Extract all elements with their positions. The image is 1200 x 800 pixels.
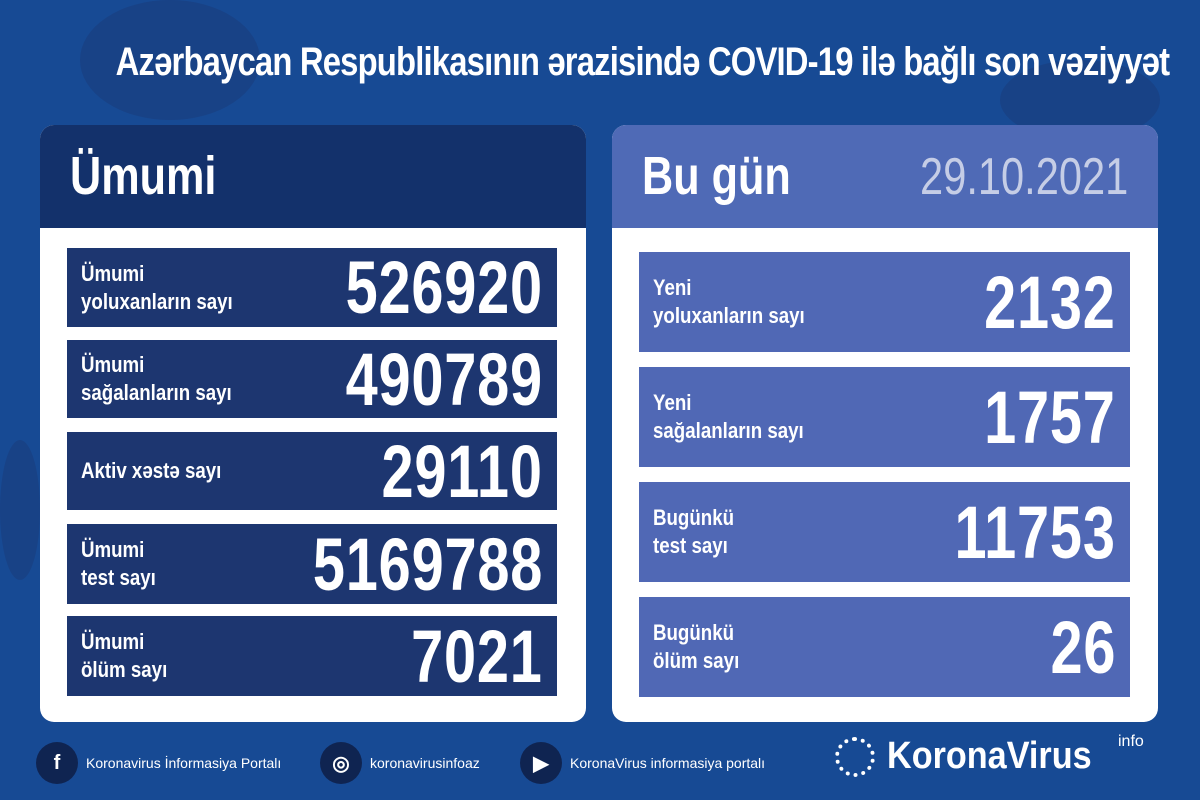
instagram-link[interactable]: ◎ koronavirusinfoaz — [320, 738, 480, 788]
instagram-icon: ◎ — [320, 742, 362, 784]
virus-sun-icon — [835, 736, 875, 777]
stat-row: Yeni sağalanların sayı 1757 — [639, 367, 1130, 467]
stat-label: Bugünkü test sayı — [653, 505, 735, 558]
total-heading: Ümumi — [70, 146, 217, 206]
facebook-link[interactable]: f Koronavirus İnformasiya Portalı — [36, 738, 281, 788]
facebook-link-text[interactable]: Koronavirus İnformasiya Portalı — [86, 755, 282, 771]
stat-label: Ümumi yoluxanların sayı — [81, 260, 233, 314]
stat-value: 526920 — [345, 246, 543, 329]
stat-label: Yeni sağalanların sayı — [653, 390, 804, 443]
brand-name: KoronaVirus — [887, 735, 1092, 777]
stat-value: 5169788 — [312, 522, 543, 606]
page-title: Azərbaycan Respublikasının ərazisində CO… — [115, 40, 1170, 84]
stat-label: Ümumi sağalanların sayı — [81, 352, 232, 405]
stat-row: Bugünkü ölüm sayı 26 — [639, 597, 1130, 697]
stat-value: 26 — [1050, 605, 1116, 689]
today-header: Bu gün 29.10.2021 — [612, 125, 1158, 228]
stat-label: Ümumi ölüm sayı — [81, 629, 168, 682]
stat-value: 11753 — [954, 490, 1116, 574]
today-date: 29.10.2021 — [919, 148, 1128, 206]
brand-logo: KoronaVirus info — [835, 733, 1144, 778]
today-card: Bu gün 29.10.2021 Yeni yoluxanların sayı 2… — [612, 125, 1158, 722]
stat-row: Yeni yoluxanların sayı 2132 — [639, 252, 1130, 352]
stat-label: Ümumi test sayı — [81, 537, 156, 590]
youtube-icon: ▶ — [520, 742, 562, 784]
stat-row: Bugünkü test sayı 11753 — [639, 482, 1130, 582]
stat-row: Ümumi ölüm sayı 7021 — [67, 614, 557, 698]
stat-value: 1757 — [984, 375, 1116, 459]
stat-row: Ümumi sağalanların sayı 490789 — [67, 338, 557, 421]
today-heading: Bu gün — [642, 146, 791, 206]
youtube-link[interactable]: ▶ KoronaVirus informasiya portalı — [520, 738, 765, 788]
instagram-link-text[interactable]: koronavirusinfoaz — [370, 755, 480, 771]
stat-row: Ümumi test sayı 5169788 — [67, 522, 557, 606]
stat-row: Aktiv xəstə sayı 29110 — [67, 430, 557, 513]
stat-label: Aktiv xəstə sayı — [81, 458, 222, 483]
stat-value: 29110 — [381, 429, 543, 513]
youtube-link-text[interactable]: KoronaVirus informasiya portalı — [570, 755, 766, 771]
virus-decoration — [80, 0, 260, 120]
stat-value: 7021 — [411, 614, 543, 698]
stat-row: Ümumi yoluxanların sayı 526920 — [67, 246, 557, 329]
total-header: Ümumi — [40, 125, 586, 228]
total-card: Ümumi Ümumi yoluxanların sayı 526920 Ümum… — [40, 125, 586, 722]
stat-label: Bugünkü ölüm sayı — [653, 620, 740, 673]
virus-decoration — [0, 440, 40, 580]
stat-label: Yeni yoluxanların sayı — [653, 275, 805, 328]
brand-sup: info — [1118, 733, 1144, 750]
facebook-icon: f — [36, 742, 78, 784]
stat-value: 490789 — [345, 337, 543, 421]
stat-value: 2132 — [984, 260, 1116, 344]
